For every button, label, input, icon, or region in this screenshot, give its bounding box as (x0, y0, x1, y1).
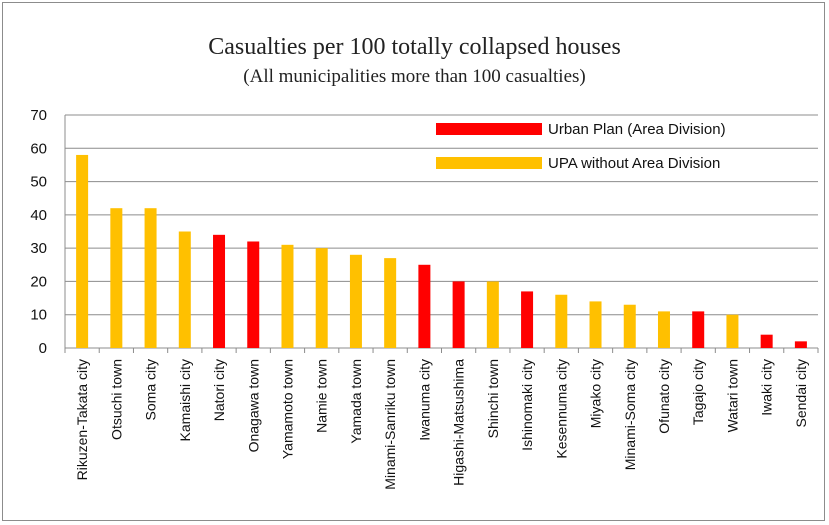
category-label: Watari town (724, 359, 740, 432)
bar (726, 314, 739, 348)
category-label: Higashi-Matsushima (451, 359, 467, 486)
category-label: Onagawa town (245, 359, 261, 452)
bar (384, 258, 397, 348)
category-label: Shinchi town (485, 359, 501, 438)
category-label: Otsuchi town (108, 359, 124, 440)
bar (486, 281, 499, 348)
category-label: Minami-Sanriku town (382, 359, 398, 490)
chart-title: Casualties per 100 totally collapsed hou… (208, 34, 621, 60)
bar (452, 281, 465, 348)
bar (623, 304, 636, 348)
category-label: Sendai city (793, 359, 809, 427)
bar (760, 334, 773, 348)
legend-label: Urban Plan (Area Division) (548, 121, 726, 138)
y-tick-label: 50 (30, 174, 47, 191)
category-label: Kesennuma city (553, 359, 569, 459)
category-label: Tagajo city (690, 359, 706, 425)
bar (418, 264, 431, 348)
category-label: Ishinomaki city (519, 359, 535, 451)
bar (555, 294, 568, 348)
bar (521, 291, 534, 348)
bar (213, 234, 226, 348)
y-tick-label: 60 (30, 140, 47, 157)
legend-swatch (436, 157, 542, 169)
y-tick-label: 0 (39, 340, 47, 357)
category-label: Rikuzen-Takata city (74, 359, 90, 480)
bar (794, 341, 807, 348)
category-label: Miyako city (588, 359, 604, 428)
category-label: Kamaishi city (177, 359, 193, 441)
bar (692, 311, 705, 348)
category-label: Ofunato city (656, 359, 672, 434)
bar (110, 208, 123, 348)
category-label: Natori city (211, 359, 227, 421)
category-label: Minami-Soma city (622, 359, 638, 470)
category-label: Namie town (314, 359, 330, 433)
y-tick-label: 40 (30, 207, 47, 224)
bar (178, 231, 191, 348)
bar (657, 311, 670, 348)
category-label: Yamamoto town (279, 359, 295, 459)
bar (247, 241, 260, 348)
category-label: Soma city (143, 359, 159, 420)
bar (315, 248, 328, 348)
category-label: Yamada town (348, 359, 364, 444)
bar (349, 254, 362, 348)
chart-subtitle: (All municipalities more than 100 casual… (243, 66, 586, 87)
category-label: Iwaki city (759, 359, 775, 416)
bar (144, 208, 157, 348)
y-tick-label: 30 (30, 240, 47, 257)
bar (589, 301, 602, 348)
y-tick-label: 20 (30, 273, 47, 290)
legend-label: UPA without Area Division (548, 155, 720, 172)
bar (281, 244, 294, 348)
y-tick-label: 70 (30, 107, 47, 124)
legend-swatch (436, 123, 542, 135)
bar (76, 154, 89, 348)
y-tick-label: 10 (30, 307, 47, 324)
category-label: Iwanuma city (416, 359, 432, 441)
